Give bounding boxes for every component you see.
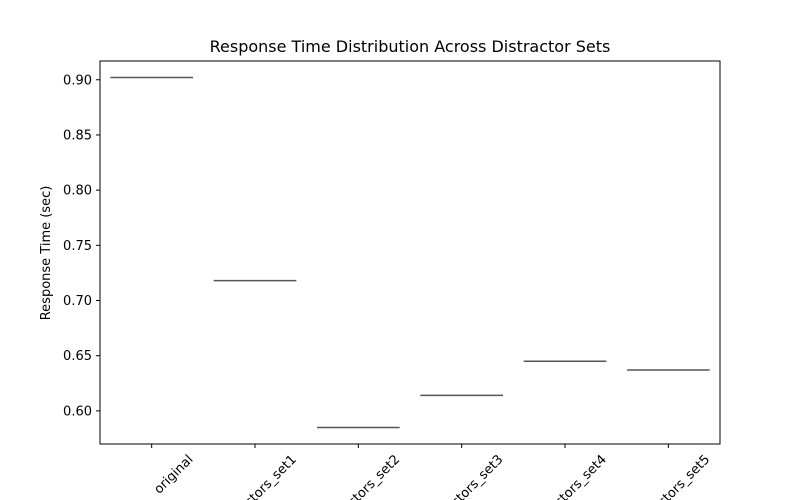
x-tick-label: original [152,452,197,497]
y-tick-label: 0.60 [63,404,92,419]
y-tick-label: 0.75 [63,239,92,254]
y-axis-label: Response Time (sec) [39,186,54,321]
y-tick-label: 0.70 [63,294,92,309]
y-tick-label: 0.80 [63,184,92,199]
x-tick-label: distractors_set2 [319,452,403,500]
y-tick-label: 0.85 [63,128,92,143]
x-tick-label: distractors_set4 [526,452,610,500]
x-tick-label: distractors_set3 [422,452,506,500]
x-tick-label: distractors_set5 [629,452,713,500]
x-tick-label: distractors_set1 [216,452,300,500]
chart-title: Response Time Distribution Across Distra… [210,37,611,56]
y-tick-label: 0.65 [63,349,92,364]
y-tick-label: 0.90 [63,73,92,88]
plot-frame [99,60,721,445]
